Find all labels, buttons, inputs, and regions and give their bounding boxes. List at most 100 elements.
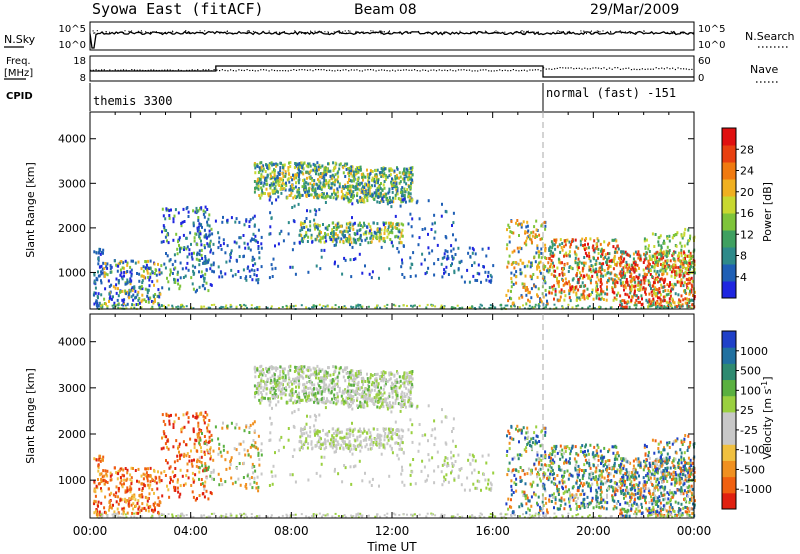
data-cell: [411, 180, 414, 184]
nave-dot: [510, 70, 512, 72]
data-cell: [329, 186, 332, 190]
data-cell: [321, 306, 323, 309]
data-cell: [299, 165, 302, 169]
data-cell: [254, 262, 257, 266]
data-cell: [624, 292, 627, 296]
data-cell: [97, 296, 99, 300]
data-cell: [652, 290, 655, 294]
data-cell: [158, 478, 161, 482]
data-cell: [360, 239, 363, 243]
data-cell: [693, 290, 696, 294]
data-cell: [342, 185, 344, 189]
data-cell: [185, 305, 188, 308]
data-cell: [249, 248, 252, 252]
data-cell: [220, 305, 223, 308]
noise-search-dot: [109, 31, 111, 33]
data-cell: [182, 440, 185, 444]
noise-search-dot: [261, 32, 263, 34]
data-cell: [563, 245, 566, 249]
noise-search-dot: [333, 31, 335, 33]
data-cell: [203, 487, 206, 491]
data-cell: [434, 305, 437, 308]
data-cell: [581, 267, 584, 271]
data-cell: [315, 172, 317, 176]
data-cell: [172, 238, 175, 242]
data-cell: [351, 196, 354, 200]
data-cell: [316, 161, 319, 165]
data-cell: [566, 238, 569, 242]
data-cell: [207, 306, 210, 309]
data-cell: [278, 173, 281, 176]
data-cell: [178, 236, 181, 240]
data-cell: [528, 300, 531, 304]
data-cell: [174, 281, 177, 284]
data-cell: [121, 289, 124, 293]
data-cell: [176, 270, 179, 274]
data-cell: [666, 259, 669, 263]
data-cell: [179, 468, 182, 472]
data-cell: [375, 193, 378, 197]
data-cell: [440, 307, 443, 310]
data-cell: [537, 255, 540, 259]
data-cell: [441, 256, 444, 260]
data-cell: [132, 293, 135, 297]
data-cell: [679, 265, 682, 269]
data-cell: [277, 182, 280, 186]
data-cell: [529, 237, 531, 241]
data-cell: [163, 470, 166, 473]
data-cell: [257, 187, 260, 191]
data-cell: [667, 289, 670, 293]
data-cell: [200, 411, 203, 415]
data-cell: [666, 236, 669, 240]
data-cell: [523, 265, 526, 269]
data-cell: [318, 303, 321, 306]
data-cell: [655, 306, 658, 309]
data-cell: [125, 307, 128, 310]
noise-search-dot: [559, 31, 561, 33]
data-cell: [341, 230, 344, 234]
data-cell: [122, 509, 125, 513]
nave-trace: [90, 67, 693, 72]
data-cell: [171, 272, 174, 275]
data-cell: [153, 469, 156, 473]
nave-dot: [92, 69, 94, 71]
data-cell: [288, 194, 291, 197]
data-cell: [308, 189, 310, 193]
data-cell: [158, 268, 161, 272]
data-cell: [313, 182, 315, 186]
data-cell: [254, 186, 256, 190]
data-cell: [329, 195, 332, 199]
data-cell: [179, 261, 182, 265]
data-cell: [255, 274, 258, 278]
data-cell: [411, 168, 414, 172]
data-cell: [204, 255, 207, 258]
data-cell: [535, 251, 538, 255]
data-cell: [280, 390, 282, 394]
data-cell: [550, 291, 553, 295]
data-cell: [409, 212, 412, 216]
data-cell: [307, 366, 310, 370]
data-cell: [217, 472, 220, 476]
data-cell: [689, 251, 692, 255]
data-cell: [99, 248, 102, 251]
data-cell: [120, 483, 123, 487]
data-cell: [647, 244, 650, 248]
data-cell: [332, 233, 335, 237]
data-cell: [209, 457, 212, 461]
data-cell: [325, 166, 327, 170]
data-cell: [345, 237, 347, 241]
data-cell: [363, 195, 366, 199]
data-cell: [207, 423, 210, 427]
data-cell: [138, 510, 141, 514]
nave-dot: [672, 67, 674, 69]
data-cell: [129, 485, 132, 489]
data-cell: [329, 169, 332, 173]
data-cell: [260, 235, 263, 239]
data-cell: [333, 243, 336, 247]
data-cell: [690, 288, 693, 292]
noise-search-dot: [619, 30, 621, 32]
data-cell: [538, 253, 541, 257]
data-cell: [212, 261, 215, 265]
data-cell: [522, 304, 524, 307]
data-cell: [205, 443, 208, 447]
